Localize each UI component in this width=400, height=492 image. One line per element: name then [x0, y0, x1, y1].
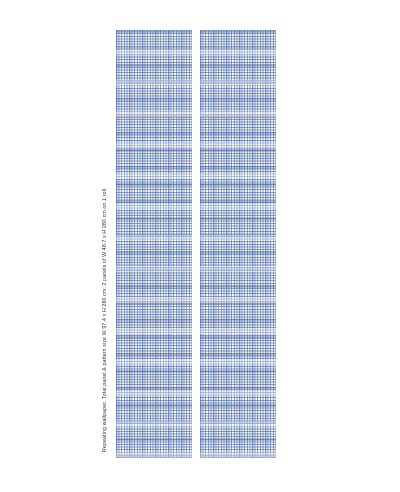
product-caption: Repeating wallpaper. Total panel & patte… — [102, 187, 108, 452]
wallpaper-panel-right — [200, 30, 276, 458]
wallpaper-panel-left — [116, 30, 192, 458]
